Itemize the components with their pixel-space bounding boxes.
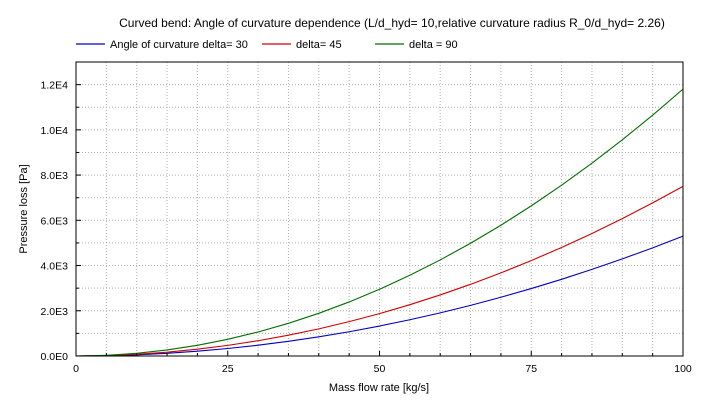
series-line-1: [75, 235, 684, 357]
legend-label-1: Angle of curvature delta= 30: [110, 39, 248, 51]
series-line-3: [75, 88, 684, 357]
y-axis-label: Pressure loss [Pa]: [18, 164, 30, 253]
chart-title: Curved bend: Angle of curvature dependen…: [119, 16, 665, 30]
x-tick-label: 100: [674, 363, 692, 375]
x-axis-label: Mass flow rate [kg/s]: [329, 382, 429, 394]
x-tick-label: 75: [525, 363, 537, 375]
x-tick-label: 50: [374, 363, 386, 375]
grid: [76, 62, 683, 356]
y-tick-label: 0.0E0: [41, 351, 69, 363]
legend-label-2: delta= 45: [296, 39, 342, 51]
y-tick-label: 2.0E3: [41, 306, 69, 318]
axis-ticks: 0 25 50 75 100 0.0E0 2.0E3 4.0E3 6.0E3 8.0E3 1.0E4…: [41, 80, 692, 375]
series-lines: [75, 88, 684, 357]
y-tick-label: 8.0E3: [41, 170, 69, 182]
y-tick-label: 1.0E4: [41, 125, 69, 137]
legend-label-3: delta = 90: [409, 39, 458, 51]
legend: Angle of curvature delta= 30 delta= 45 del…: [76, 39, 458, 51]
x-tick-label: 0: [73, 363, 79, 375]
y-tick-label: 1.2E4: [41, 80, 69, 92]
y-tick-label: 6.0E3: [41, 215, 69, 227]
y-tick-label: 4.0E3: [41, 261, 69, 273]
series-line-2: [75, 185, 684, 357]
x-tick-label: 25: [222, 363, 234, 375]
